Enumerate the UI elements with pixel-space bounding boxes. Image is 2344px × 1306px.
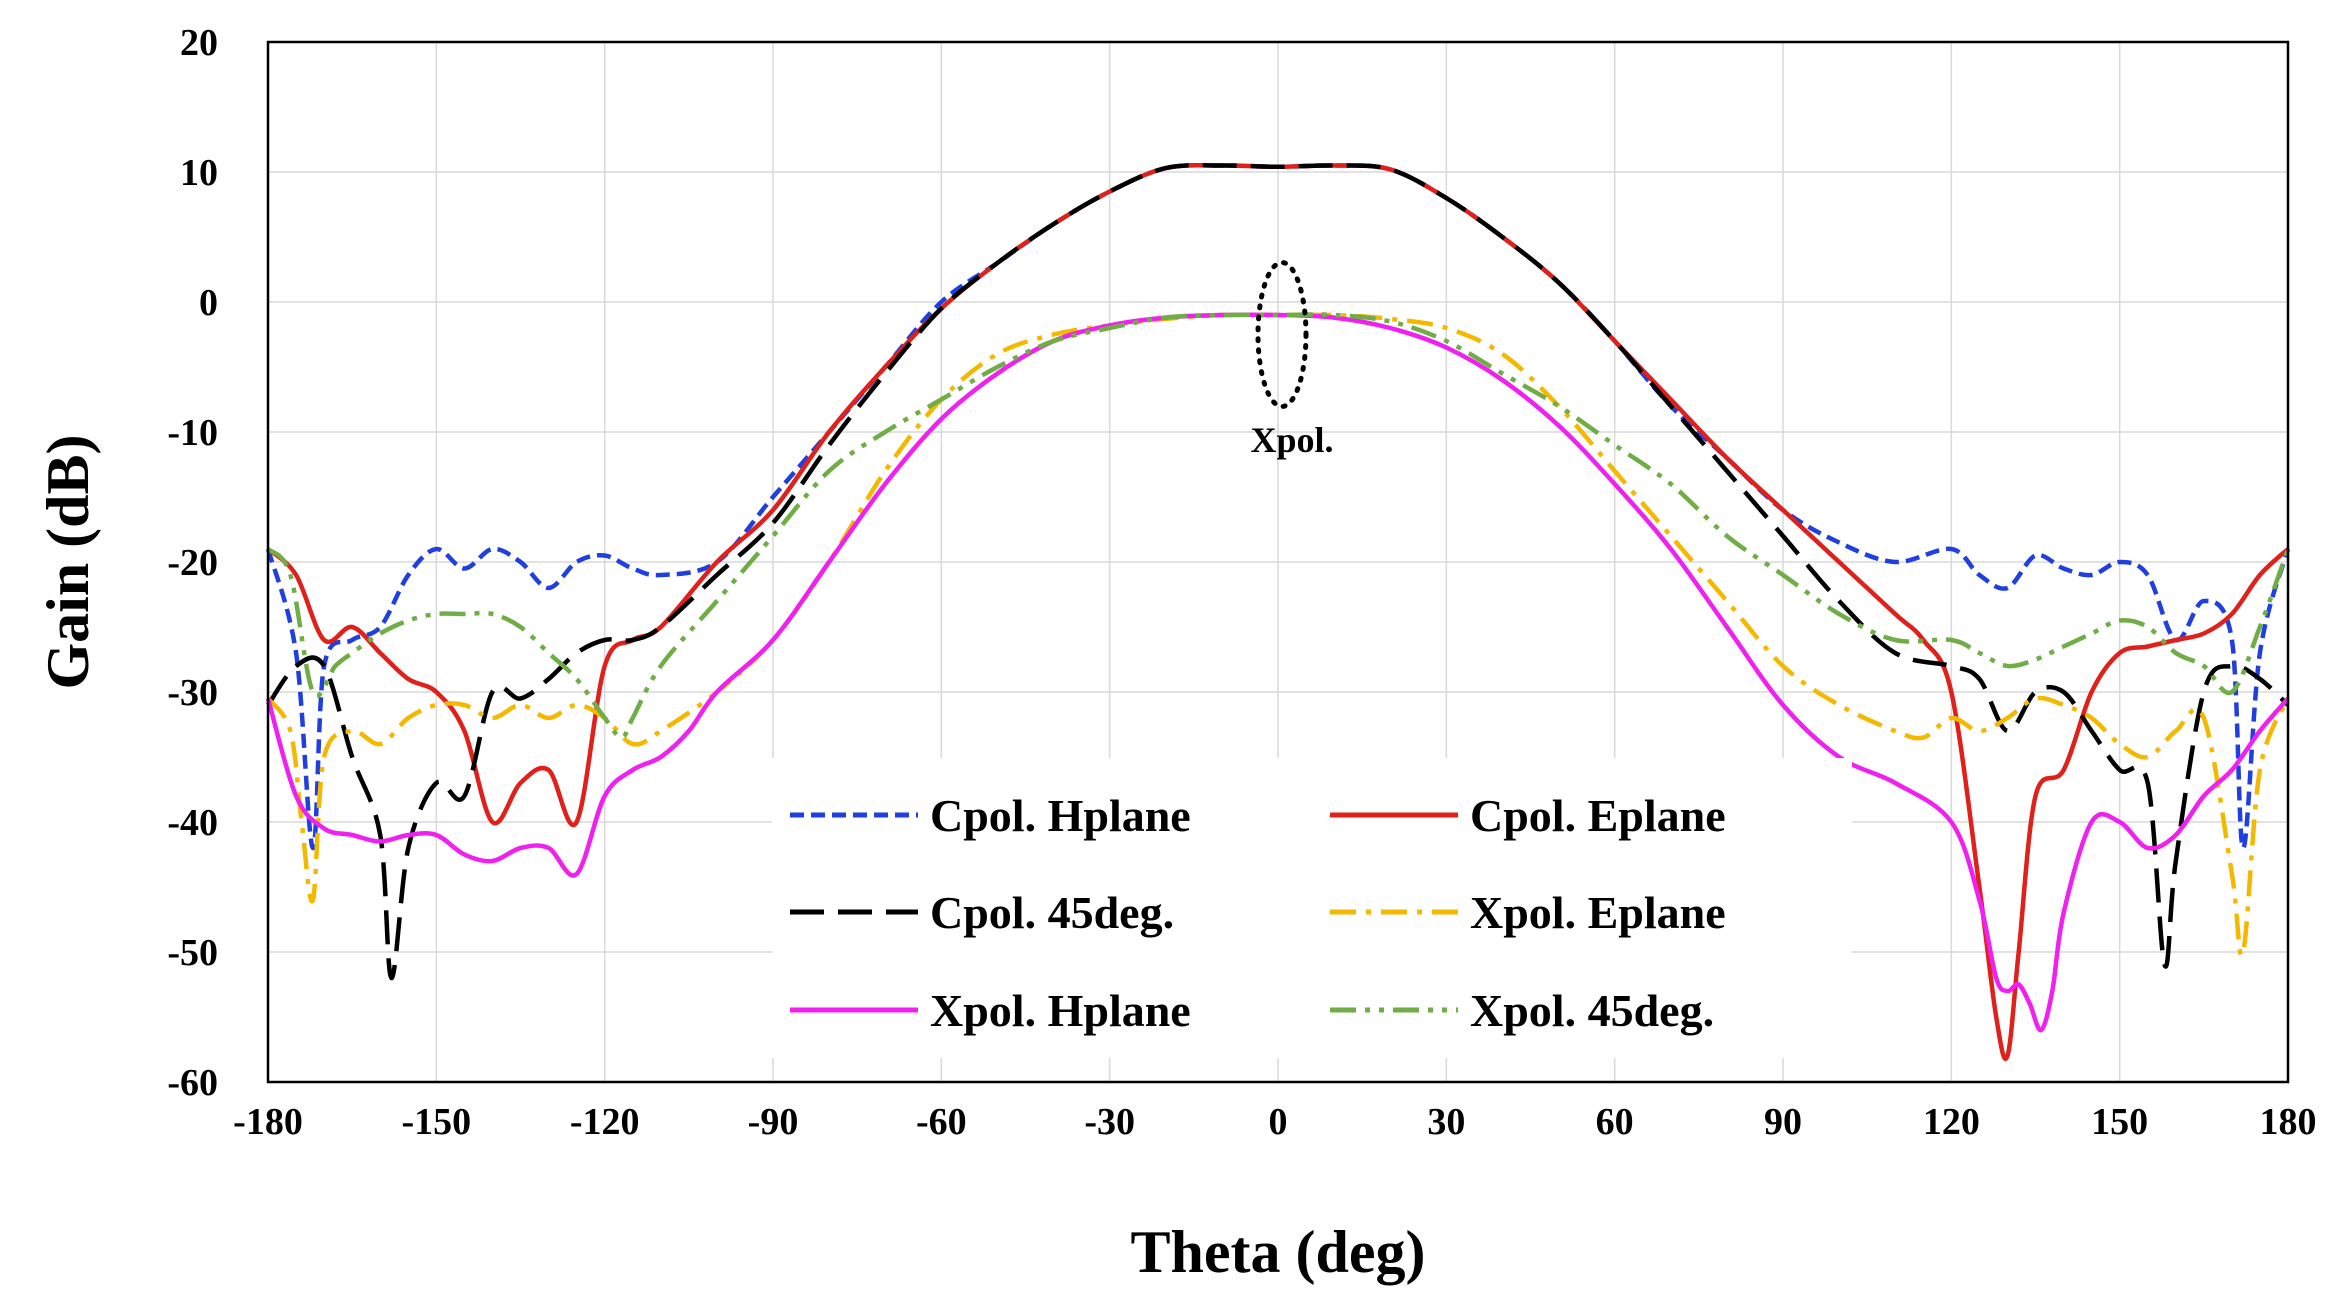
legend-label-cpol-eplane: Cpol. Eplane	[1470, 790, 1726, 841]
legend-label-xpol-hplane: Xpol. Hplane	[930, 985, 1191, 1036]
y-axis-title: Gain (dB)	[35, 434, 101, 689]
x-tick-label: 60	[1596, 1101, 1634, 1143]
xpol-annotation-label: Xpol.	[1250, 420, 1333, 460]
y-tick-label: 0	[199, 282, 218, 324]
y-tick-label: 20	[180, 22, 218, 64]
x-axis-title: Theta (deg)	[1131, 1219, 1426, 1285]
legend-label-cpol-hplane: Cpol. Hplane	[930, 790, 1191, 841]
xpol-annotation-ellipse	[1255, 260, 1309, 409]
y-tick-label: -60	[167, 1062, 218, 1104]
series-line-cpol-45deg	[266, 163, 2290, 981]
y-tick-label: -10	[167, 412, 218, 454]
series-line-xpol-45deg	[266, 312, 2291, 740]
y-tick-label: 10	[180, 152, 218, 194]
y-axis-ticks: -60 -50 -40 -30 -20 -10 0 10 20	[167, 22, 218, 1104]
y-tick-label: -30	[167, 672, 218, 714]
series-layer	[265, 163, 2291, 1061]
legend-label-xpol-eplane: Xpol. Eplane	[1470, 887, 1726, 938]
series-line-cpol-hplane	[265, 163, 2291, 851]
x-tick-label: -180	[233, 1101, 303, 1143]
x-tick-label: 120	[1923, 1101, 1980, 1143]
y-tick-label: -50	[167, 932, 218, 974]
x-tick-label: -30	[1084, 1101, 1135, 1143]
legend: Cpol. Hplane Cpol. Eplane Cpol. 45deg. Xpol…	[772, 758, 1852, 1058]
legend-label-xpol-45deg: Xpol. 45deg.	[1470, 985, 1714, 1036]
legend-label-cpol-45deg: Cpol. 45deg.	[930, 887, 1174, 938]
xpol-annotation: Xpol.	[1250, 260, 1334, 460]
plot-area-frame	[266, 40, 2290, 1084]
x-tick-label: 30	[1427, 1101, 1465, 1143]
series-line-xpol-hplane	[265, 312, 2290, 1033]
y-tick-label: -20	[167, 542, 218, 584]
x-tick-label: 150	[2091, 1101, 2148, 1143]
x-tick-label: 90	[1764, 1101, 1802, 1143]
x-tick-label: -90	[748, 1101, 799, 1143]
legend-background	[772, 758, 1852, 1058]
x-tick-label: -120	[570, 1101, 640, 1143]
x-tick-label: 0	[1269, 1101, 1288, 1143]
x-axis-ticks: -180 -150 -120 -90 -60 -30 0 30 60 90 120 150 180	[233, 1101, 2316, 1143]
x-tick-label: 180	[2260, 1101, 2317, 1143]
y-tick-label: -40	[167, 802, 218, 844]
x-tick-label: -60	[916, 1101, 967, 1143]
x-tick-label: -150	[402, 1101, 472, 1143]
